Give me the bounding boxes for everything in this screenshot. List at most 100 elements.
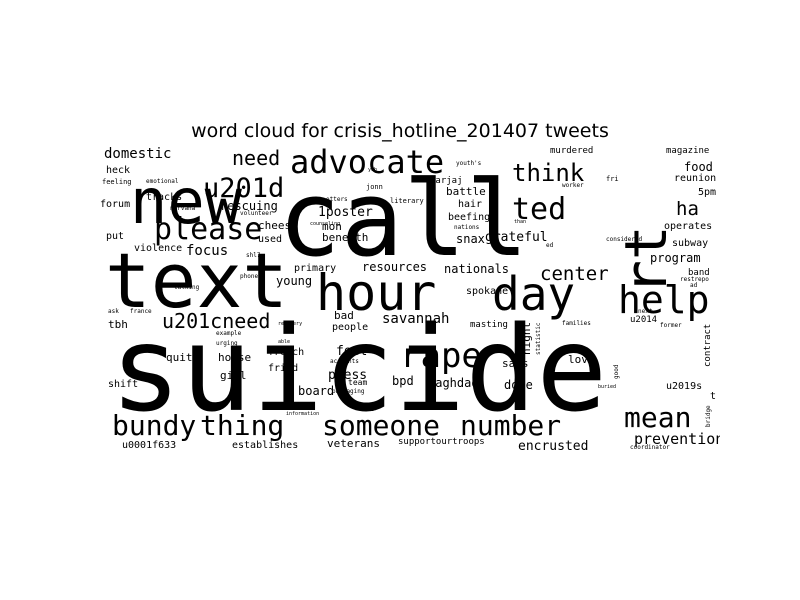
word-violence: violence — [134, 243, 182, 254]
word-new: rt — [612, 225, 680, 295]
word-french: french — [268, 347, 304, 358]
word-quite: quite — [166, 351, 199, 364]
word-dope: dope — [504, 378, 533, 392]
word-band: band — [688, 268, 710, 278]
word-emotional: emotional — [146, 178, 179, 185]
word-rt: new — [130, 165, 243, 238]
word-murdered: murdered — [550, 146, 593, 156]
word-someone: someone — [322, 409, 440, 442]
word-establishes: establishes — [232, 440, 298, 451]
word-est: est — [358, 404, 374, 414]
word-baghdad: baghdad — [428, 376, 479, 390]
word-center: center — [540, 263, 609, 285]
word-mon: mon — [322, 220, 342, 233]
word-former: former — [660, 322, 682, 329]
word-worker: worker — [562, 182, 584, 189]
word-u2014: u2014 — [630, 315, 657, 325]
word-families: families — [562, 320, 591, 327]
word-nations: nations — [454, 224, 480, 231]
word-packaging: packaging — [332, 388, 365, 395]
word-bpd: bpd — [392, 374, 414, 388]
word-help: help — [618, 278, 710, 322]
word-youths: youth's — [456, 160, 482, 167]
word-reunion: reunion — [674, 173, 716, 184]
word-subway: subway — [672, 238, 708, 249]
word-battle: battle — [446, 185, 486, 198]
word-u201d: u201d — [203, 173, 284, 204]
word-spokane: spokane — [466, 286, 508, 297]
word-phone: phone — [240, 273, 258, 280]
word-statistic: statistic — [535, 322, 542, 355]
word-cloud-title: word cloud for crisis_hotline_201407 twe… — [191, 120, 609, 142]
word-team: team — [348, 378, 367, 387]
word-france: france — [130, 308, 152, 315]
word-bad: bad — [334, 309, 354, 322]
word-number: number — [460, 409, 561, 442]
word-nationals: nationals — [444, 262, 509, 276]
word-tracks: tracks — [146, 192, 182, 203]
word-feel: feel — [336, 344, 367, 359]
word-recovery: recovery — [278, 321, 302, 327]
word-ted: ted — [512, 192, 566, 227]
word-yeh: yeh — [368, 167, 377, 173]
word-than: than — [514, 219, 526, 225]
word-accounts: accounts — [330, 358, 359, 365]
word-veterans: veterans — [327, 437, 380, 450]
word-example: example — [216, 330, 242, 337]
word-beneath: beneath — [322, 231, 368, 244]
word-put: put — [106, 231, 124, 242]
word-good: good — [613, 364, 620, 379]
word-contract: contract — [703, 324, 713, 367]
word-need: need — [232, 146, 280, 170]
word-marjaj: marjaj — [430, 176, 463, 186]
word-savannah: savannah — [382, 311, 449, 327]
word-grateful: grateful — [485, 230, 548, 245]
word-u201cneed: u201cneed — [162, 309, 270, 333]
word-used: used — [258, 234, 282, 245]
word-talking: talking — [174, 284, 200, 291]
word-says: says — [502, 357, 529, 370]
word-hour: hour — [316, 264, 436, 322]
word-coordinator: coordinator — [630, 444, 670, 451]
word-prevention: prevention — [634, 430, 720, 448]
word-suicide: suicide — [110, 300, 607, 438]
word-masting: masting — [470, 320, 508, 330]
word-counseling: counseling — [310, 221, 340, 227]
word-love: love — [568, 353, 595, 366]
word-able: able — [278, 339, 290, 345]
word-young: young — [276, 274, 312, 288]
word-text: text — [105, 236, 288, 325]
word-rescuing: rescuing — [220, 199, 278, 213]
word-ask: ask — [108, 308, 119, 315]
word-urging: urging — [216, 340, 238, 347]
word-t: t — [710, 391, 716, 402]
word-tbh: tbh — [108, 318, 128, 331]
word-think: think — [512, 159, 585, 187]
word-nirvana: nirvana — [170, 205, 196, 212]
word-hair: hair — [458, 199, 482, 210]
word-1poster: 1poster — [318, 205, 373, 220]
word-people: people — [332, 322, 368, 333]
word-forum: forum — [100, 199, 130, 210]
word-u2019s: u2019s — [666, 381, 702, 392]
word-girl: girl — [220, 369, 247, 382]
word-magazine: magazine — [666, 146, 709, 156]
word-feeling: feeling — [102, 178, 132, 186]
word-bridge: bridge — [705, 405, 712, 427]
word-rape: rape — [400, 336, 482, 376]
word-primary: primary — [294, 263, 336, 274]
word-cheese: cheese — [258, 219, 298, 232]
word-day: day — [492, 267, 575, 321]
word-domestic: domestic — [104, 146, 171, 162]
word-next: next — [638, 308, 653, 315]
word-encrusted: encrusted — [518, 439, 588, 454]
word-program: program — [650, 251, 701, 265]
word-volunteer: volunteer — [240, 210, 273, 217]
word-shift: shift — [108, 379, 138, 390]
word-please: please — [154, 212, 262, 247]
word-operates: operates — [664, 221, 712, 232]
word-information: information — [286, 411, 319, 417]
word-heck: heck — [106, 165, 130, 176]
word-press: press — [328, 368, 367, 383]
